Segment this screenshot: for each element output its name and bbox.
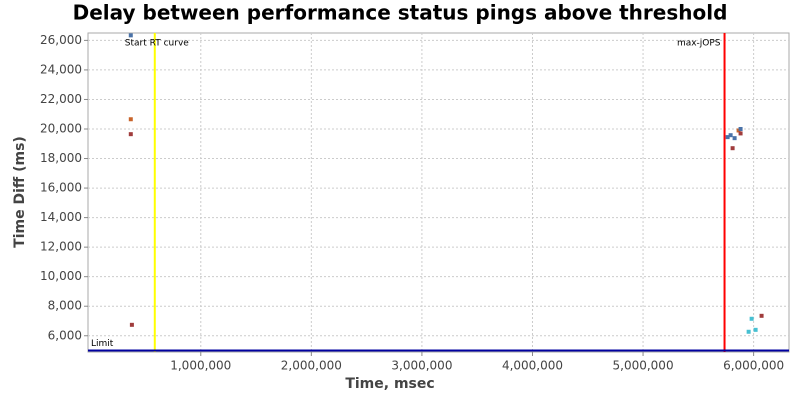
point — [749, 316, 754, 321]
y-tick-label: 18,000 — [40, 151, 82, 165]
y-tick-label: 26,000 — [40, 33, 82, 47]
marker-label: Start RT curve — [125, 39, 189, 49]
y-tick-label: 16,000 — [40, 181, 82, 195]
point — [128, 33, 133, 38]
chart-title: Delay between performance status pings a… — [73, 1, 728, 25]
x-tick-label: 1,000,000 — [170, 359, 231, 373]
y-tick-label: 6,000 — [48, 328, 82, 342]
y-tick-label: 12,000 — [40, 240, 82, 254]
point — [128, 132, 133, 137]
y-tick-label: 24,000 — [40, 62, 82, 76]
x-axis-title: Time, msec — [345, 376, 434, 392]
point — [738, 131, 743, 136]
point — [732, 136, 737, 141]
x-tick-label: 2,000,000 — [281, 359, 342, 373]
point — [738, 126, 743, 131]
x-tick-label: 3,000,000 — [391, 359, 452, 373]
x-tick-label: 5,000,000 — [613, 359, 674, 373]
point — [728, 133, 733, 138]
point — [753, 327, 758, 332]
y-axis-title: Time Diff (ms) — [12, 136, 28, 248]
marker-label: max-jOPS — [677, 39, 721, 49]
y-tick-label: 10,000 — [40, 269, 82, 283]
y-tick-label: 8,000 — [48, 299, 82, 313]
y-tick-label: 14,000 — [40, 210, 82, 224]
marker-label: Limit — [91, 339, 114, 349]
point — [128, 117, 133, 122]
x-tick-label: 4,000,000 — [502, 359, 563, 373]
point — [746, 329, 751, 334]
y-tick-label: 22,000 — [40, 92, 82, 106]
x-tick-label: 6,000,000 — [723, 359, 784, 373]
point — [129, 322, 134, 327]
point — [730, 146, 735, 151]
y-tick-label: 20,000 — [40, 121, 82, 135]
point — [759, 313, 764, 318]
plot-area — [87, 32, 790, 353]
point — [725, 135, 730, 140]
